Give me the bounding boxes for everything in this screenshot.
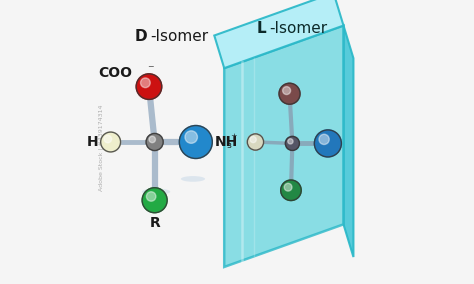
Circle shape: [149, 136, 155, 143]
Circle shape: [179, 126, 212, 158]
Circle shape: [283, 87, 291, 95]
Text: H: H: [87, 135, 99, 149]
Circle shape: [136, 74, 162, 99]
Text: ₃: ₃: [227, 138, 231, 151]
Circle shape: [146, 192, 156, 201]
Text: R: R: [149, 216, 160, 230]
Circle shape: [104, 135, 111, 143]
Circle shape: [314, 130, 341, 157]
Circle shape: [142, 188, 167, 213]
Text: L: L: [257, 21, 266, 36]
Text: Adobe Stock | #439174314: Adobe Stock | #439174314: [99, 105, 104, 191]
Ellipse shape: [181, 176, 205, 182]
Text: NH: NH: [215, 135, 238, 149]
Circle shape: [284, 183, 292, 191]
Text: ⁺: ⁺: [230, 132, 237, 145]
Text: D: D: [135, 30, 147, 44]
Circle shape: [285, 136, 300, 151]
Ellipse shape: [142, 189, 170, 195]
Polygon shape: [214, 0, 344, 68]
Circle shape: [279, 83, 300, 104]
Circle shape: [100, 132, 120, 152]
Circle shape: [288, 139, 293, 144]
Circle shape: [247, 134, 264, 150]
Text: -Isomer: -Isomer: [150, 30, 209, 44]
Text: ⁻: ⁻: [147, 63, 154, 76]
Circle shape: [146, 133, 163, 151]
Text: COO: COO: [98, 66, 132, 80]
Polygon shape: [344, 26, 354, 257]
Circle shape: [281, 180, 301, 201]
Text: -Isomer: -Isomer: [270, 21, 328, 36]
Circle shape: [185, 131, 198, 143]
Circle shape: [250, 136, 256, 143]
Circle shape: [140, 78, 150, 88]
Circle shape: [319, 134, 329, 145]
Polygon shape: [224, 26, 344, 267]
